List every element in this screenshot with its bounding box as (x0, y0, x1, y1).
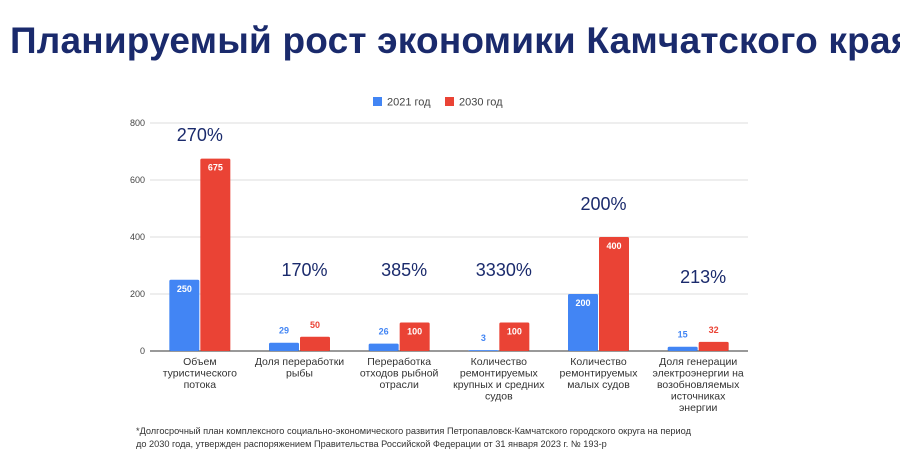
bar-2021 (667, 346, 698, 351)
legend-swatch (445, 97, 454, 106)
x-tick-label: электроэнергии на (653, 368, 744, 380)
y-tick-label: 200 (130, 289, 145, 299)
x-tick-label: туристического (163, 368, 237, 380)
page-title: Планируемый рост экономики Камчатского к… (10, 20, 900, 61)
x-tick-label: Доля генерации (659, 356, 737, 368)
data-label: 32 (709, 325, 719, 335)
bar-2021 (568, 294, 598, 351)
bar-2030 (499, 322, 530, 351)
data-label: 200 (575, 298, 590, 308)
data-label: 50 (310, 320, 320, 330)
data-label: 15 (678, 330, 688, 340)
x-tick-label: Количество (570, 356, 627, 368)
data-label: 26 (379, 327, 389, 337)
bar-2030 (599, 237, 629, 351)
data-label: 100 (507, 327, 522, 337)
growth-label: 385% (381, 260, 427, 280)
legend-label: 2021 год (387, 97, 431, 109)
growth-label: 170% (281, 260, 327, 280)
x-tick-label: ремонтируемых (460, 368, 539, 380)
x-tick-label: отрасли (379, 379, 418, 391)
data-label: 3 (481, 333, 486, 343)
data-label: 250 (177, 284, 192, 294)
x-tick-label: отходов рыбной (360, 368, 439, 380)
bar-2030 (200, 158, 231, 351)
growth-label: 3330% (476, 260, 532, 280)
x-tick-label: малых судов (567, 379, 630, 391)
x-tick-label: Доля переработки (255, 356, 344, 368)
bar-2021 (169, 279, 200, 351)
data-label: 675 (208, 163, 223, 173)
data-label: 29 (279, 326, 289, 336)
x-tick-label: Количество (471, 356, 528, 368)
data-label: 400 (606, 241, 621, 251)
y-tick-label: 800 (130, 118, 145, 128)
growth-label: 270% (177, 125, 223, 145)
x-tick-label: Объем (183, 356, 216, 368)
x-tick-label: крупных и средних (453, 379, 545, 391)
footnote-line: до 2030 года, утвержден распоряжением Пр… (136, 439, 607, 449)
x-tick-label: энергии (679, 402, 718, 414)
footnote-line: *Долгосрочный план комплексного социальн… (136, 426, 691, 436)
y-tick-label: 600 (130, 175, 145, 185)
x-tick-label: источниках (671, 391, 726, 403)
growth-label: 200% (580, 194, 626, 214)
footnote: *Долгосрочный план комплексного социальн… (136, 425, 756, 451)
bar-2021 (368, 343, 399, 351)
bar-2030 (698, 341, 729, 351)
bar-2021 (468, 350, 499, 351)
x-tick-label: возобновляемых (657, 379, 740, 391)
x-tick-label: потока (184, 379, 217, 391)
x-tick-label: ремонтируемых (560, 368, 639, 380)
growth-label: 213% (680, 267, 726, 287)
y-tick-label: 400 (130, 232, 145, 242)
bar-2021 (269, 342, 299, 351)
y-tick-label: 0 (140, 346, 145, 356)
bar-2030 (300, 336, 330, 351)
data-label: 100 (407, 327, 422, 337)
bar-2030 (399, 322, 430, 351)
legend-swatch (373, 97, 382, 106)
x-tick-label: судов (485, 391, 513, 403)
legend-label: 2030 год (459, 97, 503, 109)
x-tick-label: рыбы (286, 368, 313, 380)
x-tick-label: Переработка (367, 356, 431, 368)
